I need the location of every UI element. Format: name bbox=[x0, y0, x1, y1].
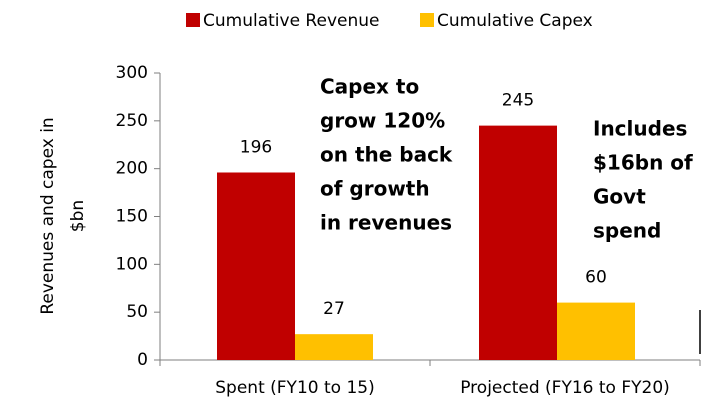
value-label: 60 bbox=[585, 268, 607, 288]
y-tick-label: 300 bbox=[116, 63, 148, 83]
annotation: Capex to bbox=[320, 75, 419, 99]
y-axis-label: Revenues and capex in bbox=[38, 117, 58, 314]
legend-swatch bbox=[186, 13, 200, 27]
x-tick-label: Projected (FY16 to FY20) bbox=[460, 378, 670, 398]
y-tick-label: 200 bbox=[116, 159, 148, 179]
bar bbox=[217, 172, 295, 360]
value-label: 27 bbox=[323, 299, 345, 319]
value-label: 196 bbox=[240, 137, 272, 157]
y-tick-label: 150 bbox=[116, 207, 148, 227]
annotation: grow 120% bbox=[320, 109, 445, 133]
bar bbox=[295, 334, 373, 360]
annotation: Govt bbox=[593, 185, 646, 209]
y-tick-label: 250 bbox=[116, 111, 148, 131]
annotation: $16bn of bbox=[593, 151, 693, 175]
annotation: Includes bbox=[593, 117, 687, 141]
value-label: 245 bbox=[502, 91, 534, 111]
y-tick-label: 0 bbox=[137, 350, 148, 370]
y-axis-label: $bn bbox=[68, 200, 88, 232]
y-tick-label: 50 bbox=[126, 302, 148, 322]
y-tick-label: 100 bbox=[116, 254, 148, 274]
legend-swatch bbox=[420, 13, 434, 27]
legend-label: Cumulative Revenue bbox=[203, 11, 379, 31]
annotation: on the back bbox=[320, 143, 453, 167]
legend-label: Cumulative Capex bbox=[437, 11, 593, 31]
annotation: of growth bbox=[320, 177, 430, 201]
bar bbox=[479, 125, 557, 360]
bar bbox=[557, 302, 635, 360]
x-tick-label: Spent (FY10 to 15) bbox=[215, 378, 374, 398]
annotation: in revenues bbox=[320, 211, 452, 235]
annotation: spend bbox=[593, 219, 661, 243]
